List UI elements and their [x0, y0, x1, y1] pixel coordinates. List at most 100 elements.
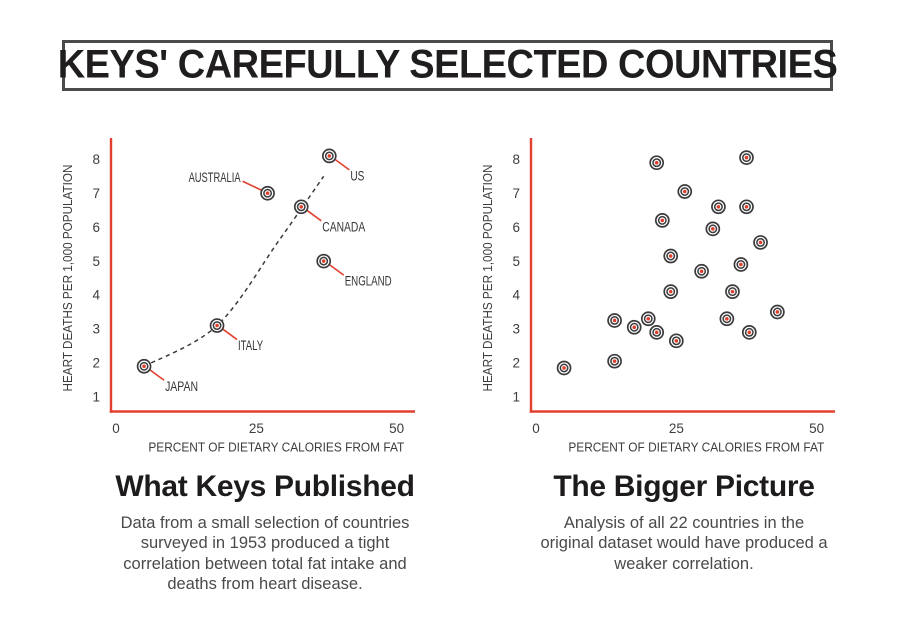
- data-point: [668, 333, 684, 349]
- label-leader-line: [221, 327, 238, 341]
- x-tick-label: 0: [112, 421, 120, 436]
- y-tick-label: 6: [92, 220, 100, 235]
- y-tick-label: 2: [512, 356, 520, 371]
- marker-center-dot: [725, 316, 729, 321]
- data-point: [711, 199, 726, 215]
- marker-center-dot: [744, 155, 749, 160]
- data-point-japan: JAPAN: [136, 358, 198, 394]
- data-point: [770, 304, 785, 320]
- data-point: [725, 284, 740, 299]
- x-tick-label: 0: [532, 421, 540, 436]
- marker-center-dot: [327, 154, 332, 158]
- x-axis-title: PERCENT OF DIETARY CALORIES FROM FAT: [148, 440, 404, 455]
- y-axis-title: HEART DEATHS PER 1,000 POPULATION: [60, 165, 75, 392]
- scatter-plot: 1 2 3 4 5 6 7 8 0 25 50 PERCENT OF DIETARY CALORIES…: [60, 138, 415, 455]
- data-point-us: US: [321, 148, 364, 183]
- marker-center-dot: [744, 205, 749, 209]
- marker-center-dot: [654, 160, 659, 165]
- y-tick-label: 1: [92, 390, 100, 405]
- caption-line: correlation between total fat intake and: [123, 554, 407, 573]
- marker-center-dot: [758, 240, 763, 245]
- data-point-canada: CANADA: [293, 199, 365, 234]
- data-point: [694, 263, 709, 279]
- caption-line: surveyed in 1953 produced a tight: [140, 534, 390, 553]
- caption-right: The Bigger Picture Analysis of all 22 co…: [504, 470, 864, 574]
- caption-line: Data from a small selection of countries: [120, 514, 410, 532]
- marker-center-dot: [716, 205, 721, 209]
- data-point: [719, 311, 735, 327]
- label-leader-line: [328, 263, 345, 276]
- data-point: [626, 319, 642, 335]
- data-point: [663, 284, 679, 299]
- caption-line: weaker correlation.: [614, 554, 754, 573]
- marker-center-dot: [674, 339, 679, 343]
- data-point: [640, 311, 656, 327]
- marker-center-dot: [612, 359, 617, 363]
- y-axis-title: HEART DEATHS PER 1,000 POPULATION: [480, 165, 495, 392]
- data-point-italy: ITALY: [209, 318, 263, 353]
- trend-line-dashed: [143, 175, 325, 367]
- title-box: KEYS' CAREFULLY SELECTED COUNTRIES: [58, 40, 838, 91]
- marker-center-dot: [612, 318, 617, 323]
- marker-center-dot: [668, 289, 673, 294]
- y-tick-label: 5: [512, 254, 520, 269]
- y-tick-label: 2: [92, 356, 100, 371]
- x-tick-label: 50: [389, 421, 404, 436]
- keys-selected-scatter-chart: 1 2 3 4 5 6 7 8 0 25 50 PERCENT OF DIETARY CALORIES…: [60, 136, 430, 466]
- country-label: JAPAN: [165, 379, 198, 394]
- x-tick-label: 25: [249, 421, 264, 436]
- marker-center-dot: [562, 366, 566, 370]
- marker-center-dot: [632, 325, 637, 330]
- label-leader-line: [242, 180, 262, 191]
- y-tick-label: 7: [512, 186, 520, 201]
- y-tick-label: 8: [92, 152, 100, 167]
- label-leader-line: [148, 368, 165, 381]
- full-dataset-scatter-chart: 1 2 3 4 5 6 7 8 0 25 50 PERCENT OF DIETARY CALORIES…: [480, 136, 850, 466]
- x-tick-label: 25: [669, 421, 684, 436]
- marker-center-dot: [775, 310, 780, 314]
- data-point: [739, 150, 754, 165]
- y-tick-label: 3: [512, 322, 520, 337]
- country-label: ENGLAND: [345, 274, 392, 289]
- data-point-australia: AUSTRALIA: [189, 170, 275, 201]
- page-title: KEYS' CAREFULLY SELECTED COUNTRIES: [57, 43, 838, 87]
- caption-line: Analysis of all 22 countries in the: [563, 514, 805, 532]
- caption-left: What Keys Published Data from a small se…: [85, 470, 445, 595]
- marker-center-dot: [321, 259, 326, 263]
- marker-center-dot: [739, 262, 743, 267]
- data-point: [556, 360, 572, 376]
- x-axis-title: PERCENT OF DIETARY CALORIES FROM FAT: [568, 440, 824, 455]
- y-tick-label: 1: [512, 390, 520, 405]
- label-leader-line: [305, 209, 322, 222]
- caption-line: original dataset would have produced a: [540, 534, 828, 553]
- data-point: [649, 155, 665, 171]
- caption-line: deaths from heart disease.: [167, 575, 363, 594]
- data-point: [741, 324, 757, 340]
- data-point: [705, 221, 721, 237]
- marker-center-dot: [265, 191, 270, 196]
- y-tick-label: 7: [92, 186, 100, 201]
- caption-right-heading: The Bigger Picture: [553, 470, 815, 503]
- country-label: ITALY: [238, 338, 263, 353]
- marker-center-dot: [682, 189, 687, 194]
- country-label: US: [350, 168, 364, 183]
- y-tick-label: 5: [92, 254, 100, 269]
- country-label: CANADA: [322, 219, 365, 234]
- y-tick-label: 8: [512, 152, 520, 167]
- data-point: [733, 257, 749, 272]
- marker-center-dot: [142, 364, 146, 369]
- data-point: [677, 184, 693, 199]
- y-tick-label: 3: [92, 322, 100, 337]
- data-point-england: ENGLAND: [316, 253, 392, 289]
- marker-center-dot: [299, 205, 304, 209]
- y-tick-label: 4: [92, 288, 100, 303]
- data-point: [649, 324, 665, 340]
- label-leader-line: [333, 158, 350, 171]
- marker-center-dot: [747, 330, 752, 335]
- data-point: [753, 235, 768, 250]
- data-point: [654, 213, 670, 228]
- marker-center-dot: [711, 227, 715, 231]
- country-label: AUSTRALIA: [189, 170, 241, 185]
- data-point: [739, 199, 754, 215]
